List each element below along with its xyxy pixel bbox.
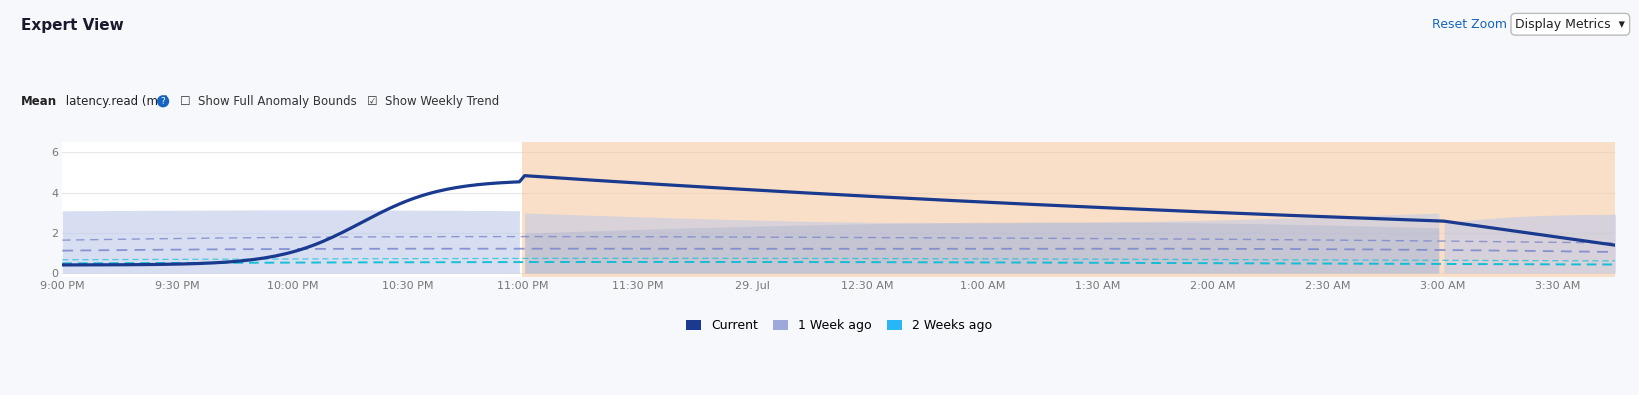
Text: latency.read (ms): latency.read (ms) [62, 95, 169, 108]
Text: Reset Zoom: Reset Zoom [1431, 18, 1506, 31]
Text: Mean: Mean [21, 95, 57, 108]
Legend: Current, 1 Week ago, 2 Weeks ago: Current, 1 Week ago, 2 Weeks ago [680, 314, 997, 337]
Bar [523, 142, 1614, 276]
Text: ☑  Show Weekly Trend: ☑ Show Weekly Trend [367, 95, 500, 108]
Text: ?: ? [161, 97, 166, 106]
Text: Display Metrics  ▾: Display Metrics ▾ [1514, 18, 1624, 31]
Text: Expert View: Expert View [21, 18, 125, 33]
Text: ☐  Show Full Anomaly Bounds: ☐ Show Full Anomaly Bounds [180, 95, 357, 108]
